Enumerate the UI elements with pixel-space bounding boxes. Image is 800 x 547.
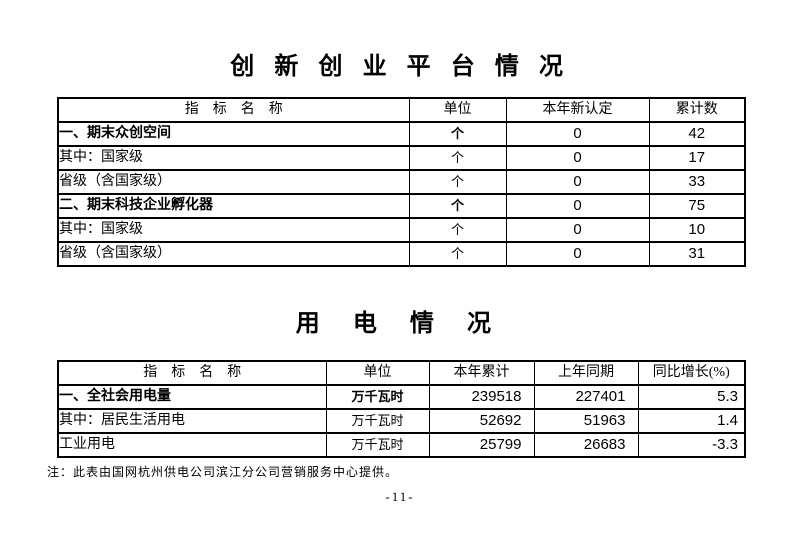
table-row: 省级（含国家级） 个 0 33 — [57, 169, 746, 195]
total-cell: 42 — [648, 121, 746, 147]
previous-period-cell: 26683 — [533, 432, 639, 458]
section2-title: 用 电 情 况 — [295, 310, 505, 337]
unit-cell: 万千瓦时 — [325, 384, 430, 410]
table-row: 二、期末科技企业孵化器 个 0 75 — [57, 193, 746, 219]
indicator-name-cell: 省级（含国家级） — [57, 169, 410, 195]
source-note: 注：此表由国网杭州供电公司滨江分公司营销服务中心提供。 — [47, 465, 399, 479]
indicator-name-cell: 二、期末科技企业孵化器 — [57, 193, 410, 219]
total-cell: 10 — [648, 217, 746, 243]
current-total-cell: 25799 — [428, 432, 535, 458]
indicator-name-cell: 工业用电 — [57, 432, 327, 458]
table-row: 省级（含国家级） 个 0 31 — [57, 241, 746, 267]
col-header-indicator: 指 标 名 称 — [57, 97, 410, 123]
col-header-new: 本年新认定 — [505, 97, 650, 123]
page-number: -11- — [385, 489, 415, 504]
innovation-platform-table: 指 标 名 称 单位 本年新认定 累计数 一、期末众创空间 个 0 42 其中：… — [57, 97, 746, 267]
unit-cell: 个 — [408, 121, 507, 147]
unit-cell: 个 — [408, 145, 507, 171]
table-header-row: 指 标 名 称 单位 本年累计 上年同期 同比增长(%) — [57, 360, 746, 386]
growth-cell: -3.3 — [637, 432, 746, 458]
col-header-unit: 单位 — [408, 97, 507, 123]
total-cell: 17 — [648, 145, 746, 171]
new-count-cell: 0 — [505, 241, 650, 267]
table-row: 其中：国家级 个 0 17 — [57, 145, 746, 171]
new-count-cell: 0 — [505, 145, 650, 171]
total-cell: 75 — [648, 193, 746, 219]
col-header-indicator: 指 标 名 称 — [57, 360, 327, 386]
total-cell: 31 — [648, 241, 746, 267]
table-header-row: 指 标 名 称 单位 本年新认定 累计数 — [57, 97, 746, 123]
col-header-growth: 同比增长(%) — [637, 360, 746, 386]
previous-period-cell: 227401 — [533, 384, 639, 410]
col-header-total: 累计数 — [648, 97, 746, 123]
unit-cell: 万千瓦时 — [325, 408, 430, 434]
unit-cell: 个 — [408, 193, 507, 219]
indicator-name-cell: 一、期末众创空间 — [57, 121, 410, 147]
col-header-unit: 单位 — [325, 360, 430, 386]
indicator-name-cell: 其中：国家级 — [57, 217, 410, 243]
table-row: 其中：居民生活用电 万千瓦时 52692 51963 1.4 — [57, 408, 746, 434]
indicator-name-cell: 其中：居民生活用电 — [57, 408, 327, 434]
unit-cell: 个 — [408, 217, 507, 243]
electricity-usage-table: 指 标 名 称 单位 本年累计 上年同期 同比增长(%) 一、全社会用电量 万千… — [57, 360, 746, 458]
table-row: 其中：国家级 个 0 10 — [57, 217, 746, 243]
new-count-cell: 0 — [505, 217, 650, 243]
indicator-name-cell: 一、全社会用电量 — [57, 384, 327, 410]
growth-cell: 1.4 — [637, 408, 746, 434]
table-row: 一、期末众创空间 个 0 42 — [57, 121, 746, 147]
new-count-cell: 0 — [505, 169, 650, 195]
total-cell: 33 — [648, 169, 746, 195]
unit-cell: 个 — [408, 169, 507, 195]
section1-title: 创 新 创 业 平 台 情 况 — [230, 53, 570, 80]
col-header-current: 本年累计 — [428, 360, 535, 386]
current-total-cell: 52692 — [428, 408, 535, 434]
indicator-name-cell: 省级（含国家级） — [57, 241, 410, 267]
unit-cell: 个 — [408, 241, 507, 267]
new-count-cell: 0 — [505, 121, 650, 147]
previous-period-cell: 51963 — [533, 408, 639, 434]
table-row: 一、全社会用电量 万千瓦时 239518 227401 5.3 — [57, 384, 746, 410]
unit-cell: 万千瓦时 — [325, 432, 430, 458]
current-total-cell: 239518 — [428, 384, 535, 410]
new-count-cell: 0 — [505, 193, 650, 219]
growth-cell: 5.3 — [637, 384, 746, 410]
table-row: 工业用电 万千瓦时 25799 26683 -3.3 — [57, 432, 746, 458]
col-header-previous: 上年同期 — [533, 360, 639, 386]
indicator-name-cell: 其中：国家级 — [57, 145, 410, 171]
